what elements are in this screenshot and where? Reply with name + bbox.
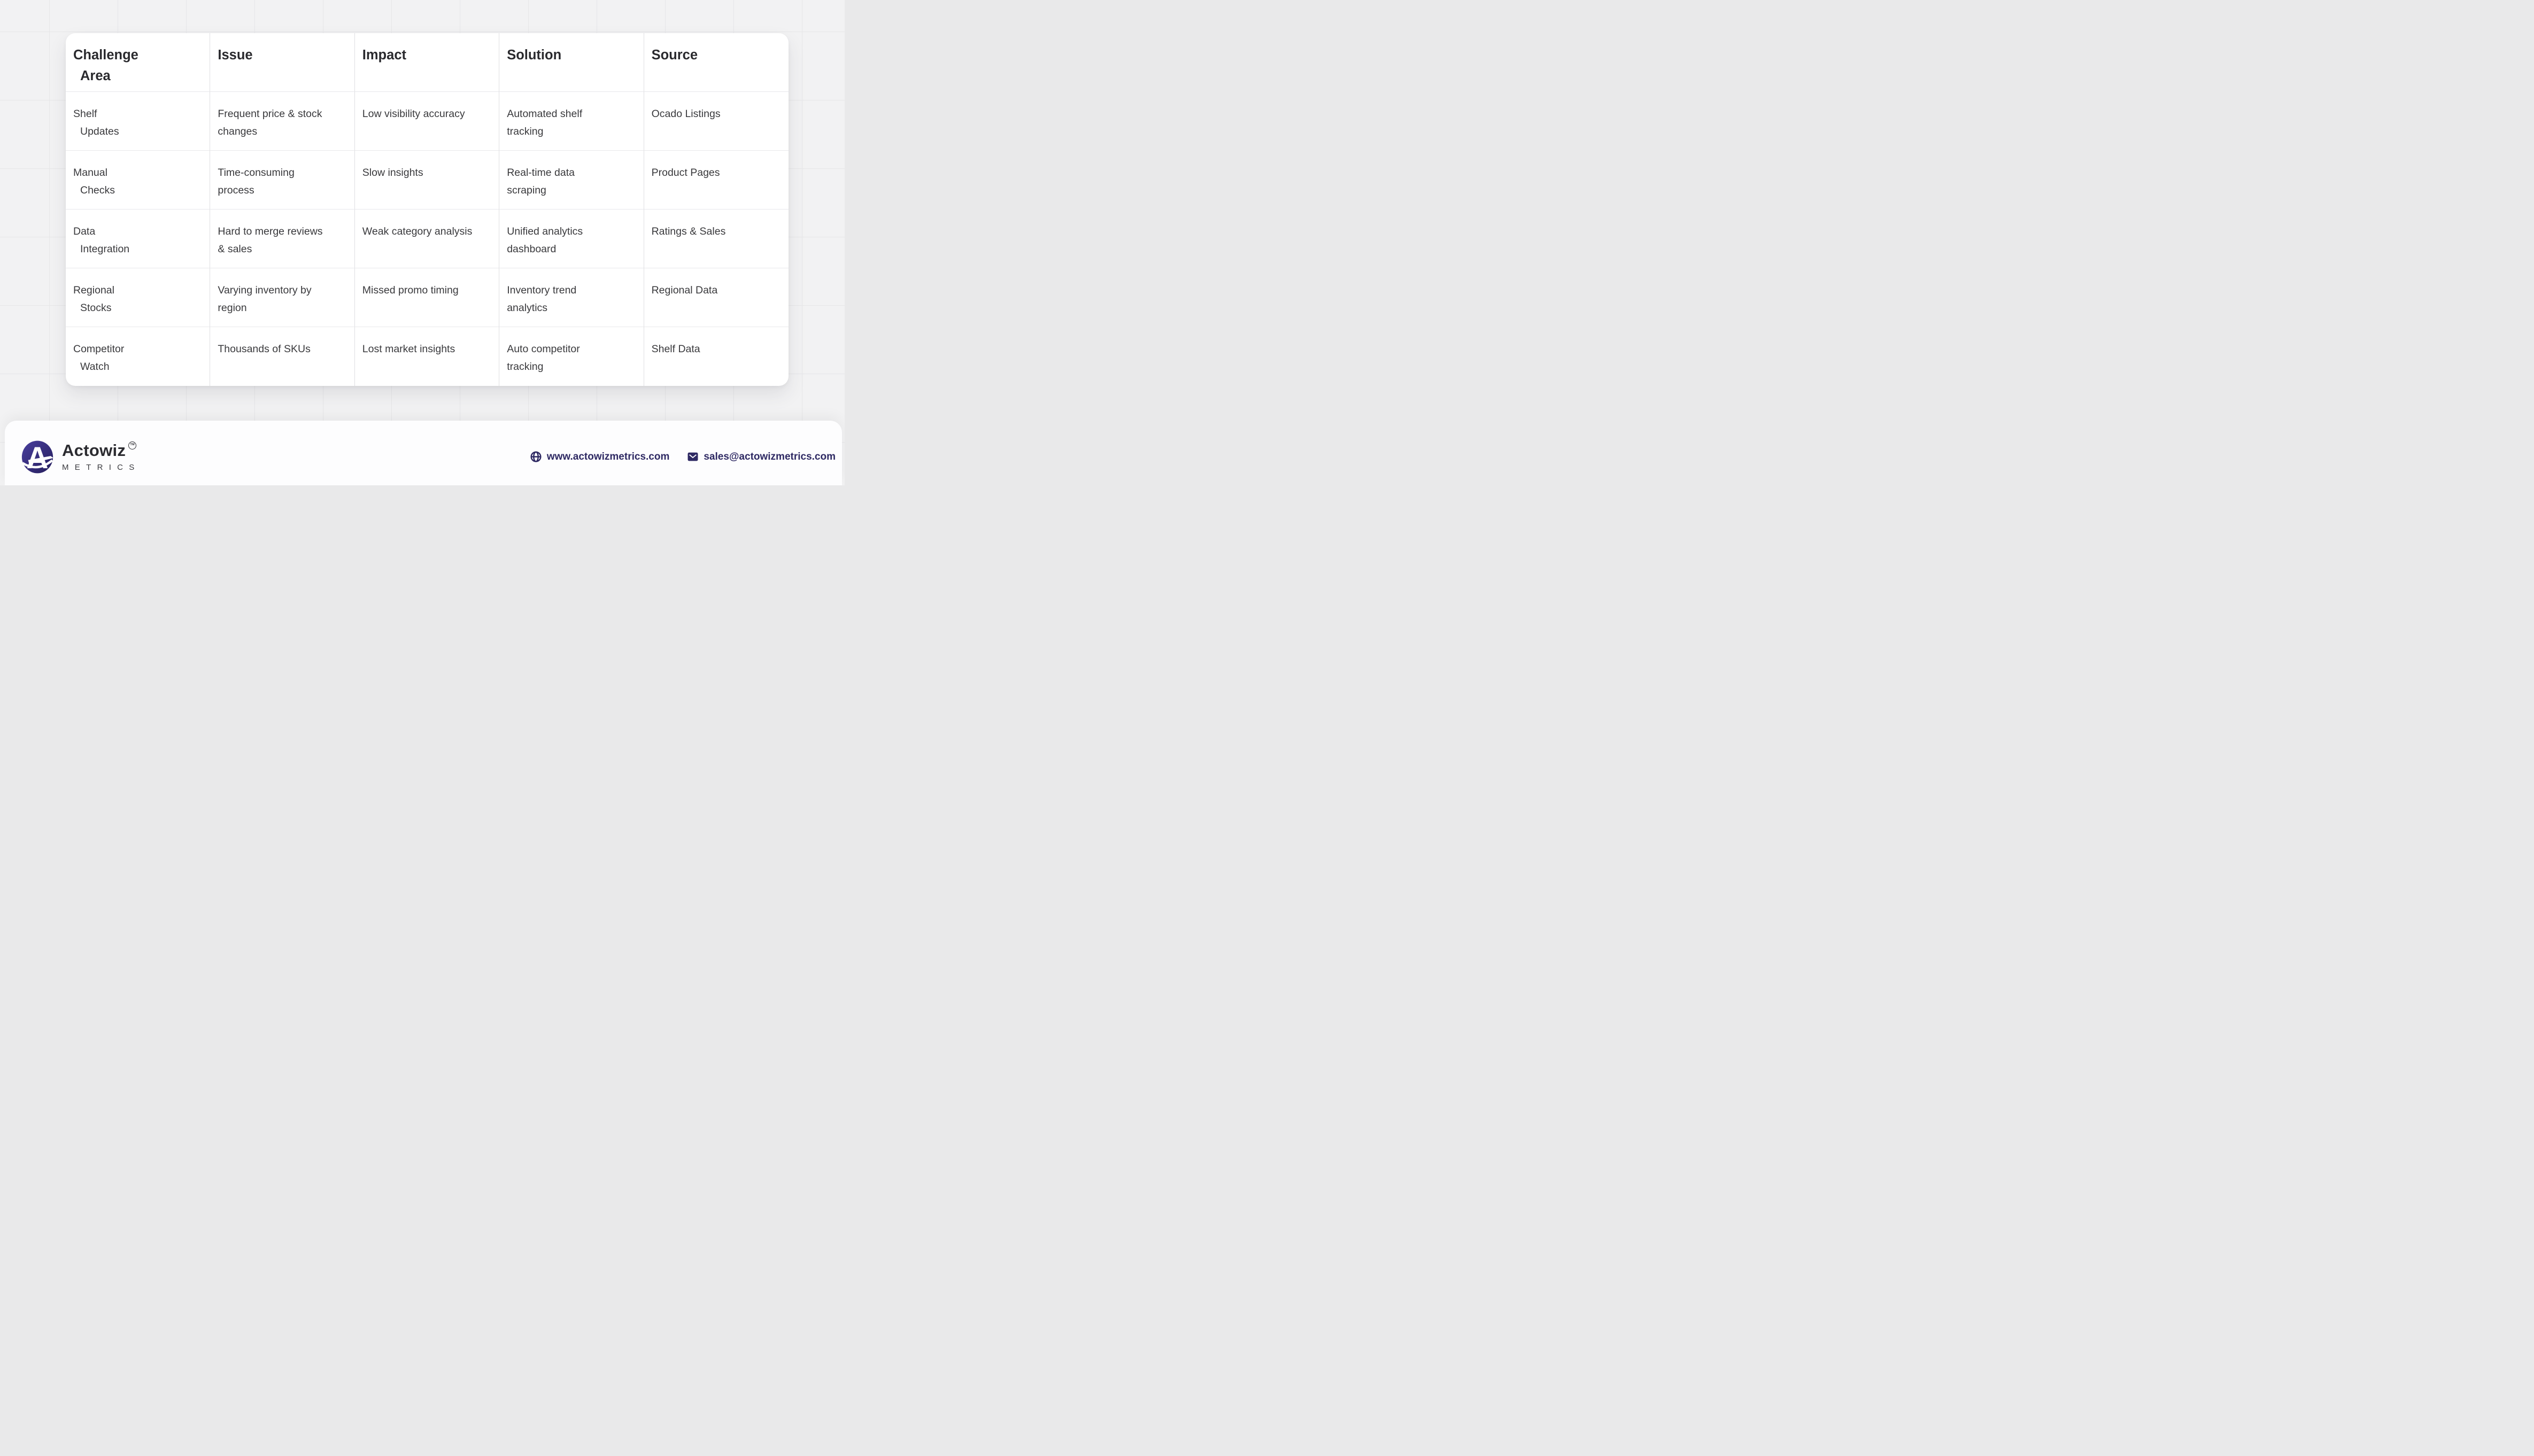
brand-subtitle: METRICS	[62, 462, 141, 472]
table-cell: Regional Stocks	[66, 268, 211, 327]
contact-links: www.actowizmetrics.com sales@actowizmetr…	[530, 451, 836, 463]
table-cell: Shelf Data	[651, 343, 700, 355]
brand-text: Actowiz TM METRICS	[62, 440, 141, 472]
table-cell: Competitor Watch	[66, 327, 211, 386]
email-text: sales@actowizmetrics.com	[704, 451, 836, 462]
website-link[interactable]: www.actowizmetrics.com	[530, 451, 669, 463]
table-cell: Missed promo timing	[354, 268, 500, 327]
brand-name: Actowiz TM	[62, 440, 141, 460]
table-cell: Thousands of SKUs	[210, 327, 355, 386]
globe-icon	[530, 451, 542, 462]
email-link[interactable]: sales@actowizmetrics.com	[687, 451, 836, 463]
brand-block: A Actowiz TM METRICS	[21, 440, 141, 474]
table-cell: Ocado Listings	[644, 92, 789, 151]
table-cell: Varying inventory by region	[210, 268, 355, 327]
table-cell: Lost market insights	[355, 327, 500, 386]
table-cell: Inventory trend analytics	[499, 268, 644, 327]
table-cell: Regional Data	[644, 268, 789, 327]
table-cell: Slow insights	[354, 151, 500, 210]
table-cell: Weak category analysis	[354, 210, 500, 268]
table-cell: Time-consuming process	[210, 151, 355, 210]
table-cell: Low visibility accuracy	[354, 92, 500, 151]
table-cell: Hard to merge reviews & sales	[210, 210, 355, 268]
website-text: www.actowizmetrics.com	[546, 451, 670, 462]
header-cell-challenge-area: Challenge Area	[66, 33, 211, 92]
header-cell-issue: Issue	[210, 33, 355, 92]
table-cell: Product Pages	[644, 151, 789, 210]
brand-wordmark: Actowiz	[62, 440, 126, 460]
table-cell: Frequent price & stock changes	[210, 92, 355, 151]
infographic-canvas: Challenge Area Issue Impact Solution Sou…	[0, 0, 845, 485]
actowiz-a-logo: A	[21, 440, 54, 474]
challenges-table: Challenge Area Issue Impact Solution Sou…	[66, 33, 789, 386]
trademark-badge: TM	[128, 441, 137, 450]
table-cell: Ratings & Sales	[644, 210, 789, 268]
table-cell: Automated shelf tracking	[499, 92, 644, 151]
table-cell: Shelf Updates	[66, 92, 211, 151]
header-cell-solution: Solution	[499, 33, 644, 92]
table-cell: Real-time data scraping	[499, 151, 644, 210]
table-cell: Manual Checks	[66, 151, 211, 210]
table-cell: Data Integration	[66, 210, 211, 268]
footer-bar: A Actowiz TM METRICS	[5, 421, 842, 485]
table-cell: Auto competitor tracking	[499, 327, 644, 386]
header-cell-source: Source	[644, 33, 789, 92]
table-cell: Unified analytics dashboard	[499, 210, 644, 268]
header-cell-impact: Impact	[354, 33, 500, 92]
mail-icon	[687, 452, 698, 461]
